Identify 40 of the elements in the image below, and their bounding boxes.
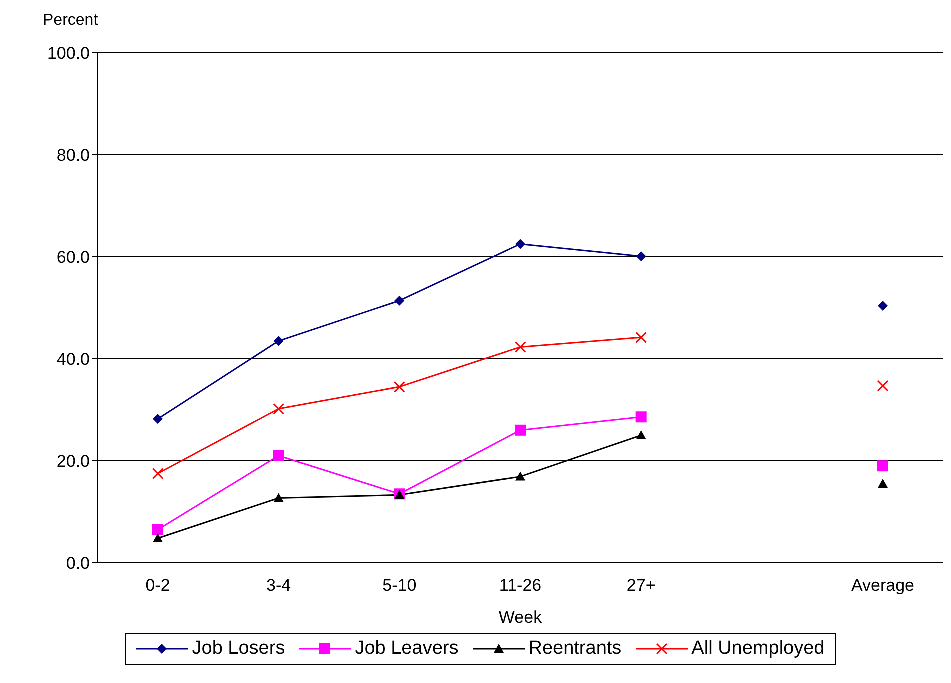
y-tick-label: 100.0 — [47, 44, 90, 64]
point — [153, 414, 163, 424]
point — [515, 424, 526, 436]
point — [394, 296, 405, 306]
point — [636, 251, 646, 262]
point — [514, 342, 526, 354]
y-tick-label: 0.0 — [66, 554, 90, 574]
y-tick-label: 20.0 — [56, 452, 90, 472]
point — [878, 300, 888, 311]
point — [394, 381, 406, 393]
point — [516, 472, 526, 481]
point — [152, 468, 164, 480]
y-tick-label: 40.0 — [56, 350, 90, 370]
x-tick-label: 0-2 — [146, 576, 170, 596]
legend-label: All Unemployed — [692, 638, 825, 660]
point — [274, 336, 284, 346]
y-axis-title: Percent — [43, 12, 98, 30]
x-tick-label: 3-4 — [266, 576, 292, 596]
point — [274, 493, 284, 502]
point — [636, 430, 646, 440]
point — [273, 450, 284, 462]
point — [878, 478, 888, 488]
point — [516, 239, 526, 250]
legend-label: Job Leavers — [355, 638, 459, 660]
y-tick-label: 60.0 — [56, 248, 90, 268]
x-tick-label: 11-26 — [499, 576, 542, 596]
x-axis-title: Week — [498, 608, 543, 627]
legend-label: Job Losers — [192, 638, 286, 660]
point — [878, 460, 888, 472]
legend-label: Reentrants — [528, 638, 622, 660]
y-tick-label: 80.0 — [56, 146, 90, 166]
x-tick-label: Average — [851, 576, 915, 596]
point — [152, 524, 164, 536]
point — [153, 534, 163, 543]
point — [636, 412, 647, 423]
point — [273, 403, 285, 415]
point — [636, 332, 648, 344]
x-tick-label: 5-10 — [382, 576, 417, 596]
point — [877, 380, 889, 392]
x-tick-label: 27+ — [626, 576, 656, 596]
